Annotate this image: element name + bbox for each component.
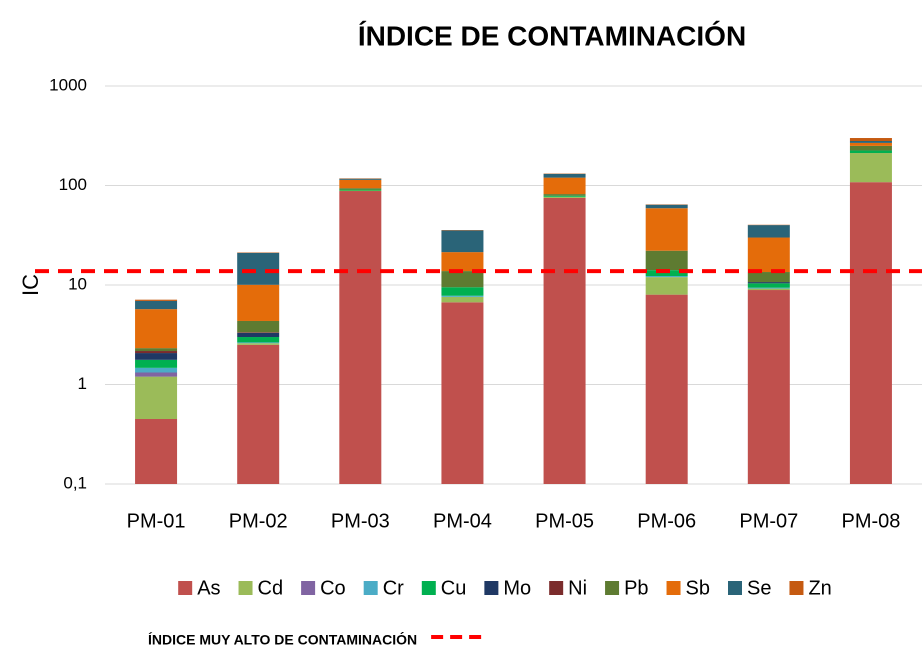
bar-segment bbox=[135, 359, 178, 368]
bar-segment bbox=[747, 287, 790, 289]
x-tick-label: PM-04 bbox=[433, 510, 492, 532]
y-axis-label: IC bbox=[18, 274, 43, 296]
bar-segment bbox=[237, 343, 280, 345]
bar-segment bbox=[237, 332, 280, 333]
bar-segment bbox=[747, 282, 790, 284]
bar-segment bbox=[135, 376, 178, 420]
chart-title: ÍNDICE DE CONTAMINACIÓN bbox=[358, 20, 746, 51]
bar-segment bbox=[237, 332, 280, 338]
bar-segment bbox=[747, 283, 790, 288]
legend-swatch bbox=[178, 581, 193, 595]
bar-segment bbox=[237, 342, 280, 344]
bar-segment bbox=[237, 252, 280, 285]
x-tick-label: PM-02 bbox=[229, 510, 288, 532]
legend-swatch bbox=[666, 581, 681, 595]
bar-segment bbox=[135, 348, 178, 352]
bar-segment bbox=[543, 173, 586, 178]
legend-swatch bbox=[238, 581, 253, 595]
bar-segment bbox=[339, 188, 382, 190]
legend-label: Sb bbox=[686, 577, 710, 599]
bar-segment bbox=[645, 276, 688, 278]
bar-segment bbox=[747, 225, 790, 238]
bar-segment bbox=[135, 351, 178, 354]
bar-segment bbox=[645, 294, 688, 484]
bar-segment bbox=[543, 197, 586, 485]
bar-segment bbox=[849, 142, 892, 146]
bar-segment bbox=[237, 320, 280, 333]
legend-label: As bbox=[197, 577, 220, 599]
x-tick-label: PM-05 bbox=[535, 510, 594, 532]
legend-swatch bbox=[789, 581, 804, 595]
legend-swatch bbox=[421, 581, 436, 595]
y-tick-label: 0,1 bbox=[63, 473, 87, 492]
bar-segment bbox=[747, 272, 790, 283]
bar-segment bbox=[135, 299, 178, 301]
bar-segment bbox=[441, 302, 484, 484]
legend-label: Mo bbox=[503, 577, 531, 599]
bar-segment bbox=[747, 290, 790, 484]
legend-swatch bbox=[484, 581, 499, 595]
bar-segment bbox=[441, 287, 484, 296]
bar-segment bbox=[135, 353, 178, 360]
bar-segment bbox=[645, 277, 688, 295]
bar-segment bbox=[339, 179, 382, 189]
y-tick-label: 1 bbox=[78, 374, 87, 393]
y-tick-label: 10 bbox=[68, 274, 87, 293]
bar-segment bbox=[441, 295, 484, 297]
legend-swatch bbox=[363, 581, 378, 595]
bar-segment bbox=[645, 270, 688, 277]
x-tick-label: PM-07 bbox=[739, 510, 798, 532]
bar-segment bbox=[135, 367, 178, 373]
legend-swatch bbox=[301, 581, 316, 595]
legend-label: Ni bbox=[568, 577, 587, 599]
bar-segment bbox=[237, 337, 280, 343]
bar-segment bbox=[237, 284, 280, 321]
legend-label: Cd bbox=[258, 577, 284, 599]
bar-segment bbox=[339, 191, 382, 484]
bar-segment bbox=[339, 178, 382, 180]
bar-segment bbox=[645, 250, 688, 271]
bar-segment bbox=[135, 309, 178, 349]
bar-segment bbox=[849, 138, 892, 142]
bar-segment bbox=[849, 153, 892, 183]
legend-label: Pb bbox=[624, 577, 648, 599]
bar-segment bbox=[747, 288, 790, 291]
x-tick-label: PM-03 bbox=[331, 510, 390, 532]
legend-label: Se bbox=[747, 577, 771, 599]
bar-segment bbox=[543, 196, 586, 198]
bar-segment bbox=[849, 182, 892, 485]
legend-swatch bbox=[549, 581, 564, 595]
x-tick-label: PM-06 bbox=[637, 510, 696, 532]
bar-segment bbox=[441, 296, 484, 303]
bar-segment bbox=[441, 230, 484, 253]
legend-label: Cu bbox=[441, 577, 467, 599]
legend-label: Cr bbox=[383, 577, 404, 599]
bar-segment bbox=[543, 177, 586, 195]
bar-segment bbox=[543, 195, 586, 197]
legend-swatch bbox=[728, 581, 742, 595]
y-tick-label: 100 bbox=[59, 175, 87, 194]
legend-label: Zn bbox=[808, 577, 831, 599]
bar-segment bbox=[135, 372, 178, 377]
bar-segment bbox=[339, 189, 382, 191]
x-tick-label: PM-08 bbox=[841, 510, 900, 532]
legend-swatch bbox=[605, 581, 620, 595]
y-tick-label: 1000 bbox=[49, 75, 87, 94]
bar-segment bbox=[441, 271, 484, 288]
bar-segment bbox=[135, 419, 178, 484]
bar-segment bbox=[645, 208, 688, 251]
x-tick-label: PM-01 bbox=[127, 510, 186, 532]
bar-segment bbox=[849, 150, 892, 154]
bar-segment bbox=[237, 344, 280, 484]
bar-segment bbox=[543, 194, 586, 196]
bar-segment bbox=[135, 300, 178, 310]
bar-segment bbox=[441, 252, 484, 272]
threshold-label: ÍNDICE MUY ALTO DE CONTAMINACIÓN bbox=[148, 631, 417, 648]
legend-label: Co bbox=[320, 577, 346, 599]
bar-segment bbox=[747, 237, 790, 273]
bar-segment bbox=[849, 141, 892, 143]
bar-segment bbox=[645, 204, 688, 209]
bar-segment bbox=[849, 145, 892, 151]
